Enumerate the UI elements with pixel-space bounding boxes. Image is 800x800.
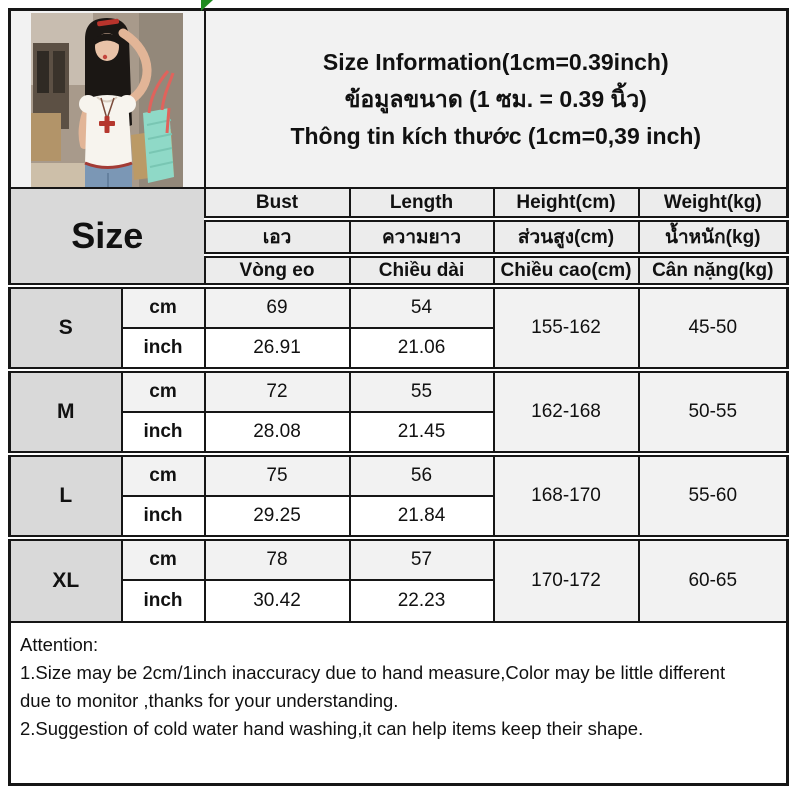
bag-strap — [147, 70, 170, 114]
header-bust-en: Bust — [203, 187, 351, 220]
header-row-vi: Vòng eo Chiều dài Chiều cao(cm) Cân nặng… — [10, 252, 789, 287]
table-row-l-cm: L cm 75 56 168-170 55-60 — [8, 451, 789, 539]
length-inch-m: 21.45 — [348, 411, 495, 455]
lips — [103, 54, 108, 60]
bust-inch-s: 26.91 — [203, 327, 351, 371]
unit-cm: cm — [120, 535, 206, 581]
weight-s: 45-50 — [637, 283, 789, 371]
bust-cm-m: 72 — [203, 367, 351, 413]
title-english: Size Information(1cm=0.39inch) — [322, 48, 669, 75]
raised-arm — [118, 28, 152, 106]
bust-cm-xl: 78 — [203, 535, 351, 581]
table-row-s-inch: inch 26.91 21.06 — [10, 327, 788, 371]
header-weight-th: น้ำหนัก(kg) — [637, 216, 789, 256]
green-corner-flag-icon — [201, 0, 213, 11]
product-photo-cell — [8, 8, 206, 189]
title-thai: ข้อมูลขนาด (1 ซม. = 0.39 นิ้ว) — [344, 85, 647, 112]
attention-row: Attention: 1.Size may be 2cm/1inch inacc… — [8, 621, 789, 785]
header-height-th: ส่วนสูง(cm) — [492, 216, 640, 256]
unit-cm: cm — [120, 367, 206, 413]
attention-heading: Attention: — [20, 634, 99, 655]
bust-cm-l: 75 — [203, 451, 351, 497]
weight-l: 55-60 — [637, 451, 789, 539]
length-inch-l: 21.84 — [348, 495, 495, 539]
unit-cm: cm — [120, 451, 206, 497]
weight-xl: 60-65 — [637, 535, 789, 623]
header-height-vi: Chiều cao(cm) — [492, 252, 640, 287]
size-table: Size Information(1cm=0.39inch) ข้อมูลขนา… — [8, 8, 790, 786]
length-inch-xl: 22.23 — [348, 579, 495, 623]
bust-cm-s: 69 — [203, 283, 351, 329]
attention-line-1: 1.Size may be 2cm/1inch inaccuracy due t… — [20, 662, 726, 683]
unit-inch: inch — [120, 579, 206, 623]
table-row-xl-cm: XL cm 78 57 170-172 60-65 — [8, 535, 789, 623]
size-label-l: L — [8, 451, 123, 539]
header-row-th: เอว ความยาว ส่วนสูง(cm) น้ำหนัก(kg) — [10, 216, 789, 256]
unit-inch: inch — [120, 327, 206, 371]
bust-inch-m: 28.08 — [203, 411, 351, 455]
height-s: 155-162 — [492, 283, 640, 371]
size-column-header: Size — [8, 187, 206, 287]
bust-inch-xl: 30.42 — [203, 579, 351, 623]
header-length-th: ความยาว — [348, 216, 495, 256]
height-xl: 170-172 — [492, 535, 640, 623]
header-bust-vi: Vòng eo — [203, 252, 351, 287]
model-photo-illustration — [31, 13, 184, 187]
table-row-s-cm: S cm 69 54 155-162 45-50 — [8, 283, 789, 371]
unit-inch: inch — [120, 495, 206, 539]
header-length-vi: Chiều dài — [348, 252, 495, 287]
size-label-xl: XL — [8, 535, 123, 623]
length-cm-m: 55 — [348, 367, 495, 413]
header-bust-th: เอว — [203, 216, 351, 256]
unit-cm: cm — [120, 283, 206, 329]
table-row-m-cm: M cm 72 55 162-168 50-55 — [8, 367, 789, 455]
length-cm-s: 54 — [348, 283, 495, 329]
length-inch-s: 21.06 — [348, 327, 495, 371]
product-photo — [31, 13, 184, 187]
attention-cell: Attention: 1.Size may be 2cm/1inch inacc… — [8, 621, 789, 785]
title-vietnamese: Thông tin kích thước (1cm=0,39 inch) — [290, 122, 702, 149]
table-row-m-inch: inch 28.08 21.45 — [10, 411, 788, 455]
table-row-xl-inch: inch 30.42 22.23 — [10, 579, 788, 623]
header-weight-vi: Cân nặng(kg) — [637, 252, 789, 287]
red-belt — [84, 161, 133, 169]
bust-inch-l: 29.25 — [203, 495, 351, 539]
header-height-en: Height(cm) — [492, 187, 640, 220]
height-m: 162-168 — [492, 367, 640, 455]
size-label-s: S — [8, 283, 123, 371]
bag-tassel — [165, 107, 171, 134]
length-cm-l: 56 — [348, 451, 495, 497]
header-length-en: Length — [348, 187, 495, 220]
title-cell: Size Information(1cm=0.39inch) ข้อมูลขนา… — [203, 8, 789, 189]
attention-line-2: due to monitor ,thanks for your understa… — [20, 690, 399, 711]
bangs — [93, 33, 122, 46]
header-weight-en: Weight(kg) — [637, 187, 789, 220]
table-row-l-inch: inch 29.25 21.84 — [10, 495, 788, 539]
unit-inch: inch — [120, 411, 206, 455]
weight-m: 50-55 — [637, 367, 789, 455]
size-chart-sheet: Size Information(1cm=0.39inch) ข้อมูลขนา… — [8, 8, 790, 786]
header-row-en: Size Bust Length Height(cm) Weight(kg) — [8, 187, 789, 287]
header-banner-row: Size Information(1cm=0.39inch) ข้อมูลขนา… — [8, 8, 789, 189]
red-sunglasses — [97, 18, 120, 27]
attention-line-3: 2.Suggestion of cold water hand washing,… — [20, 718, 644, 739]
length-cm-xl: 57 — [348, 535, 495, 581]
height-l: 168-170 — [492, 451, 640, 539]
size-label-m: M — [8, 367, 123, 455]
